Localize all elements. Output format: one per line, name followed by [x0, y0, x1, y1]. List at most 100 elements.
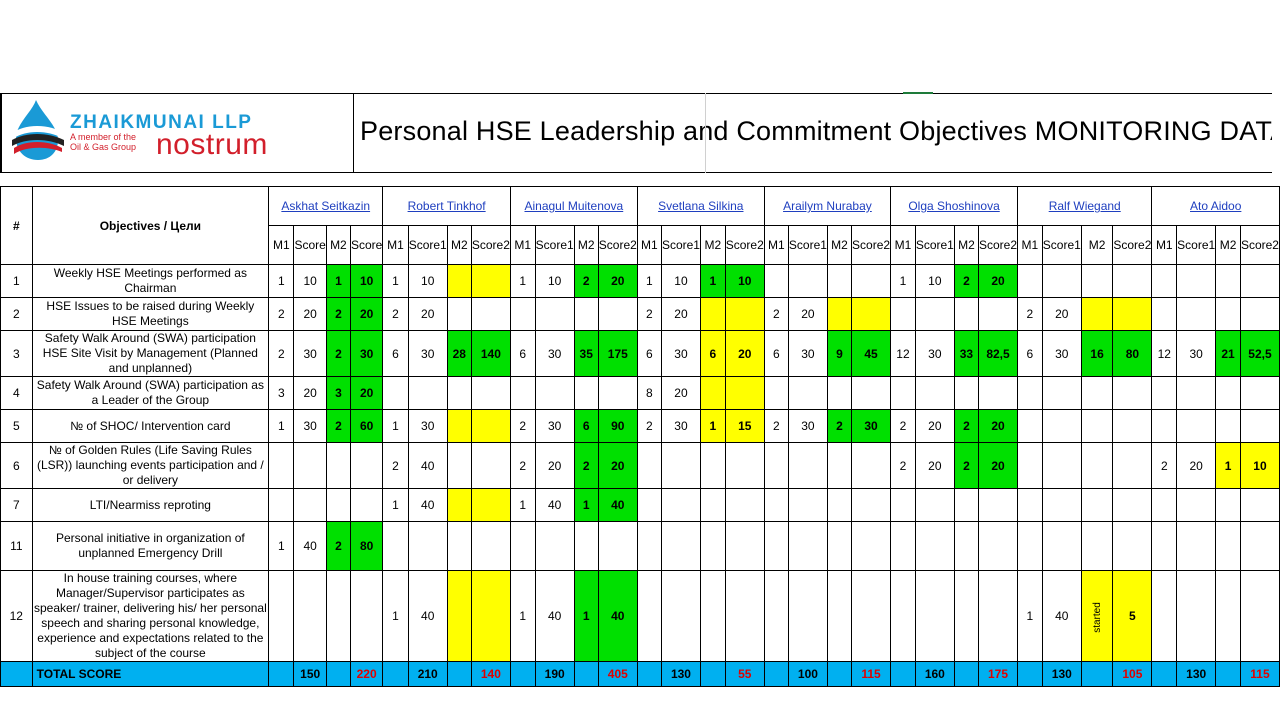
score-cell[interactable]: 20: [349, 297, 384, 331]
score-cell[interactable]: [1239, 521, 1280, 571]
score-cell[interactable]: 2: [953, 264, 979, 298]
score-cell[interactable]: [470, 409, 511, 443]
score-cell[interactable]: [724, 521, 765, 571]
score-cell[interactable]: [699, 376, 726, 410]
score-cell[interactable]: 6: [699, 330, 726, 377]
score-cell[interactable]: [636, 488, 662, 522]
score-cell[interactable]: 9: [826, 330, 853, 377]
score-cell[interactable]: [953, 297, 979, 331]
score-cell[interactable]: 1: [325, 264, 351, 298]
score-cell[interactable]: [826, 570, 853, 662]
score-cell[interactable]: 3: [325, 376, 351, 410]
person-name-header[interactable]: Ainagul Muitenova: [509, 186, 638, 226]
score-cell[interactable]: [953, 521, 979, 571]
score-cell[interactable]: 2: [325, 330, 351, 377]
score-cell[interactable]: 40: [534, 570, 575, 662]
total-blank[interactable]: [1151, 661, 1178, 687]
score-cell[interactable]: [1176, 264, 1217, 298]
score-cell[interactable]: [953, 488, 979, 522]
score-cell[interactable]: 1: [1215, 442, 1241, 489]
score-cell[interactable]: 10: [724, 264, 765, 298]
score-cell[interactable]: [977, 521, 1019, 571]
score-cell[interactable]: 30: [407, 330, 448, 377]
score-cell[interactable]: 20: [787, 297, 828, 331]
column-header[interactable]: Score1: [914, 225, 955, 265]
score-cell[interactable]: [890, 297, 916, 331]
score-cell[interactable]: [1239, 297, 1280, 331]
score-cell[interactable]: 20: [914, 409, 955, 443]
score-cell[interactable]: [953, 570, 979, 662]
score-cell[interactable]: 21: [1215, 330, 1241, 377]
score-cell[interactable]: [977, 570, 1019, 662]
score-cell[interactable]: 20: [977, 409, 1019, 443]
score-cell[interactable]: 1: [509, 264, 536, 298]
score-cell[interactable]: [851, 488, 892, 522]
column-header[interactable]: Score1: [787, 225, 828, 265]
score-cell[interactable]: 60: [349, 409, 384, 443]
total-blank[interactable]: [509, 661, 536, 687]
score-cell[interactable]: [446, 442, 472, 489]
score-cell[interactable]: [763, 264, 789, 298]
score-cell[interactable]: [636, 521, 662, 571]
column-header[interactable]: Score2: [470, 225, 511, 265]
score-cell[interactable]: [382, 376, 409, 410]
score-cell[interactable]: [573, 297, 599, 331]
total-score-1[interactable]: 190: [534, 661, 575, 687]
total-blank[interactable]: [699, 661, 726, 687]
score-cell[interactable]: 80: [1112, 330, 1153, 377]
score-cell[interactable]: [1112, 264, 1153, 298]
score-cell[interactable]: [534, 297, 575, 331]
column-header[interactable]: Score1: [407, 225, 448, 265]
score-cell[interactable]: [293, 570, 327, 662]
score-cell[interactable]: [1017, 442, 1043, 489]
score-cell[interactable]: [826, 376, 853, 410]
score-cell[interactable]: 2: [636, 297, 662, 331]
total-score-1[interactable]: 130: [1176, 661, 1217, 687]
person-name-header[interactable]: Askhat Seitkazin: [268, 186, 384, 226]
score-cell[interactable]: [763, 570, 789, 662]
row-number[interactable]: 3: [0, 330, 33, 377]
score-cell[interactable]: [826, 264, 853, 298]
score-cell[interactable]: [573, 521, 599, 571]
score-cell[interactable]: [1151, 521, 1178, 571]
score-cell[interactable]: 30: [851, 409, 892, 443]
score-cell[interactable]: [1080, 297, 1114, 331]
score-cell[interactable]: 40: [597, 570, 638, 662]
total-blank[interactable]: [1080, 661, 1114, 687]
objective-text[interactable]: In house training courses, where Manager…: [31, 570, 270, 662]
score-cell[interactable]: 30: [293, 330, 327, 377]
person-name-header[interactable]: Olga Shoshinova: [890, 186, 1019, 226]
objective-text[interactable]: Weekly HSE Meetings performed as Chairma…: [31, 264, 270, 298]
total-label[interactable]: TOTAL SCORE: [31, 661, 270, 687]
score-cell[interactable]: [1151, 488, 1178, 522]
objective-text[interactable]: LTI/Nearmiss reproting: [31, 488, 270, 522]
score-cell[interactable]: [763, 488, 789, 522]
score-cell[interactable]: 2: [509, 409, 536, 443]
score-cell[interactable]: 40: [1041, 570, 1082, 662]
score-cell[interactable]: [597, 376, 638, 410]
column-header[interactable]: Score: [349, 225, 384, 265]
row-number[interactable]: 6: [0, 442, 33, 489]
person-name-link[interactable]: Svetlana Silkina: [658, 199, 744, 213]
score-cell[interactable]: [293, 488, 327, 522]
score-cell[interactable]: [1151, 264, 1178, 298]
total-score-2[interactable]: 405: [597, 661, 638, 687]
score-cell[interactable]: 30: [534, 409, 575, 443]
score-cell[interactable]: 2: [268, 330, 295, 377]
score-cell[interactable]: [1176, 376, 1217, 410]
score-cell[interactable]: 30: [293, 409, 327, 443]
total-blank[interactable]: [268, 661, 295, 687]
score-cell[interactable]: 35: [573, 330, 599, 377]
score-cell[interactable]: 2: [890, 409, 916, 443]
score-cell[interactable]: [660, 442, 701, 489]
column-header[interactable]: Score2: [724, 225, 765, 265]
score-cell[interactable]: [470, 521, 511, 571]
score-cell[interactable]: 30: [787, 330, 828, 377]
score-cell[interactable]: [1151, 376, 1178, 410]
column-header[interactable]: M2: [446, 225, 472, 265]
score-cell[interactable]: 45: [851, 330, 892, 377]
score-cell[interactable]: [724, 570, 765, 662]
score-cell[interactable]: 20: [660, 297, 701, 331]
score-cell[interactable]: 6: [763, 330, 789, 377]
score-cell[interactable]: [1239, 570, 1280, 662]
